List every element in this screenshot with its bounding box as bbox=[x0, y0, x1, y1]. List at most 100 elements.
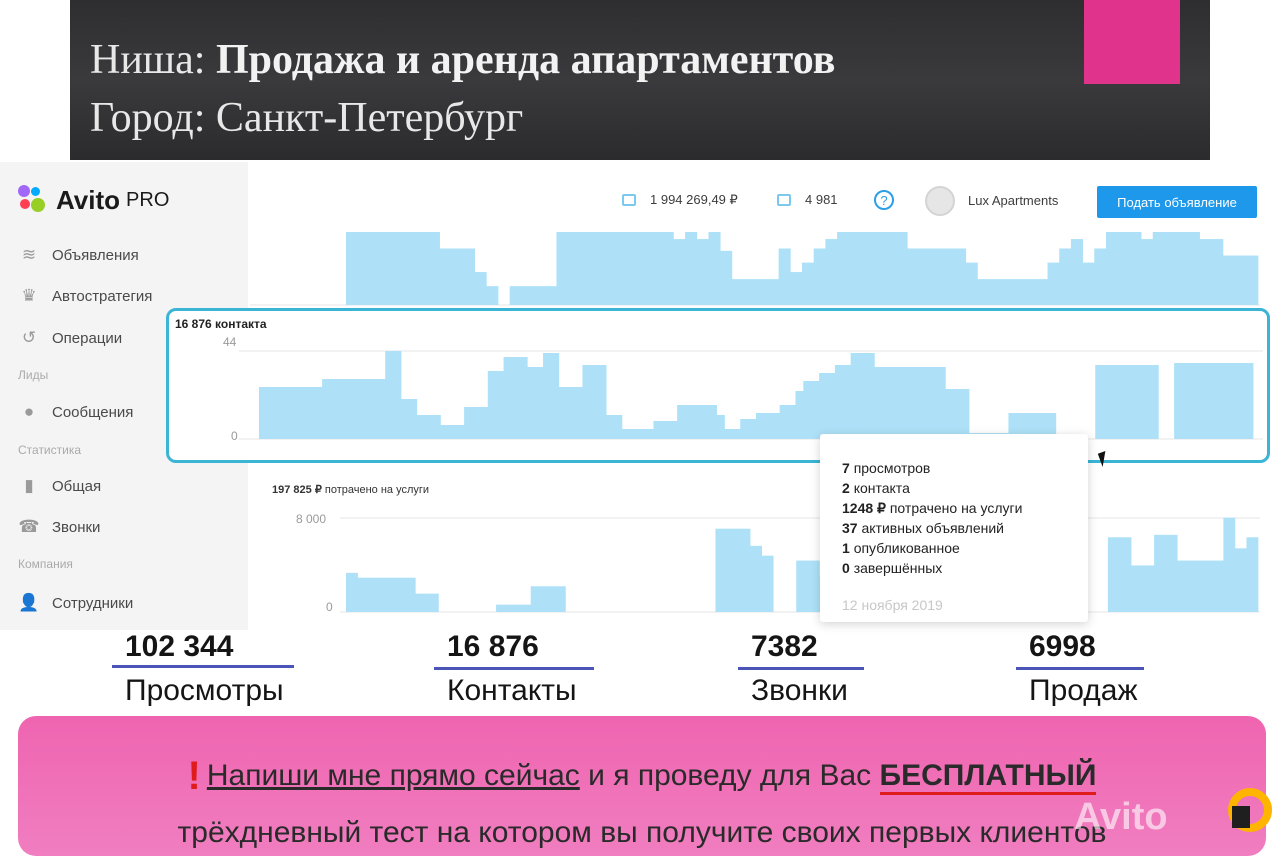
sidebar-item-general[interactable]: ▮ Общая bbox=[18, 473, 101, 499]
views-bar[interactable] bbox=[357, 232, 370, 305]
views-bar[interactable] bbox=[1094, 248, 1107, 305]
views-bar[interactable] bbox=[731, 279, 744, 305]
spend-bar[interactable] bbox=[750, 545, 762, 612]
contacts-bar[interactable] bbox=[266, 387, 276, 439]
views-bar[interactable] bbox=[755, 279, 768, 305]
views-bar[interactable] bbox=[848, 232, 861, 305]
contacts-bar[interactable] bbox=[377, 379, 386, 439]
contacts-bar[interactable] bbox=[472, 407, 481, 439]
contacts-bar[interactable] bbox=[637, 429, 646, 439]
contacts-bar[interactable] bbox=[811, 381, 820, 439]
contacts-bar[interactable] bbox=[479, 407, 489, 439]
contacts-bar[interactable] bbox=[621, 429, 631, 439]
views-bar[interactable] bbox=[813, 248, 826, 305]
views-bar[interactable] bbox=[895, 232, 908, 305]
views-bar[interactable] bbox=[1211, 239, 1224, 305]
spend-bar[interactable] bbox=[392, 577, 405, 612]
views-bar[interactable] bbox=[486, 286, 499, 305]
contacts-bar[interactable] bbox=[961, 389, 970, 439]
contacts-bar[interactable] bbox=[519, 357, 528, 439]
views-bar[interactable] bbox=[837, 232, 850, 305]
spend-bar[interactable] bbox=[726, 528, 739, 612]
spend-bar[interactable] bbox=[542, 586, 555, 612]
contacts-bar[interactable] bbox=[503, 357, 512, 439]
views-bar[interactable] bbox=[416, 232, 429, 305]
contacts-bar[interactable] bbox=[803, 381, 812, 439]
views-bar[interactable] bbox=[591, 232, 604, 305]
contacts-bar[interactable] bbox=[890, 367, 899, 439]
contacts-bar[interactable] bbox=[424, 415, 433, 439]
contacts-bar[interactable] bbox=[361, 379, 370, 439]
contacts-bar[interactable] bbox=[724, 429, 733, 439]
views-bar[interactable] bbox=[860, 232, 873, 305]
contacts-bar[interactable] bbox=[882, 367, 891, 439]
views-bar[interactable] bbox=[1059, 248, 1072, 305]
views-bar[interactable] bbox=[427, 232, 440, 305]
spend-bar[interactable] bbox=[796, 560, 809, 612]
spend-bar[interactable] bbox=[715, 528, 728, 612]
contacts-bar[interactable] bbox=[700, 405, 710, 439]
contacts-bar[interactable] bbox=[511, 357, 520, 439]
contacts-bar[interactable] bbox=[1040, 413, 1049, 439]
contacts-bar[interactable] bbox=[921, 367, 930, 439]
contacts-bar[interactable] bbox=[1024, 413, 1033, 439]
spend-bar[interactable] bbox=[1246, 537, 1259, 612]
views-bar[interactable] bbox=[930, 248, 943, 305]
contacts-bar[interactable] bbox=[259, 387, 268, 439]
views-bar[interactable] bbox=[1024, 279, 1037, 305]
spend-bar[interactable] bbox=[1154, 534, 1167, 612]
contacts-bar[interactable] bbox=[1095, 365, 1104, 439]
sidebar-item-operations[interactable]: ↺ Операции bbox=[18, 325, 122, 351]
contacts-bar[interactable] bbox=[771, 413, 781, 439]
views-bar[interactable] bbox=[1082, 262, 1095, 305]
views-bar[interactable] bbox=[883, 232, 896, 305]
spend-bar[interactable] bbox=[380, 577, 393, 612]
promo-link[interactable]: Напиши мне прямо сейчас bbox=[206, 759, 580, 792]
contacts-bar[interactable] bbox=[732, 429, 741, 439]
spend-bar[interactable] bbox=[738, 528, 751, 612]
views-bar[interactable] bbox=[369, 232, 382, 305]
views-bar[interactable] bbox=[661, 232, 674, 305]
views-bar[interactable] bbox=[766, 279, 780, 305]
contacts-bar[interactable] bbox=[369, 379, 378, 439]
contacts-bar[interactable] bbox=[819, 373, 828, 439]
spend-bar[interactable] bbox=[403, 577, 416, 612]
contacts-bar[interactable] bbox=[527, 367, 536, 439]
views-bar[interactable] bbox=[381, 232, 394, 305]
views-bar[interactable] bbox=[918, 248, 932, 305]
spend-bar[interactable] bbox=[507, 604, 520, 612]
views-bar[interactable] bbox=[965, 262, 978, 305]
contacts-bar[interactable] bbox=[1142, 365, 1151, 439]
contacts-bar[interactable] bbox=[677, 405, 686, 439]
views-bar[interactable] bbox=[579, 232, 592, 305]
views-bar[interactable] bbox=[626, 232, 639, 305]
avatar[interactable] bbox=[925, 186, 955, 216]
contacts-bar[interactable] bbox=[487, 371, 497, 439]
contacts-bar[interactable] bbox=[1118, 365, 1128, 439]
contacts-bar[interactable] bbox=[669, 421, 678, 439]
sidebar-item-ads[interactable]: ≋ Объявления bbox=[18, 242, 139, 268]
views-bar[interactable] bbox=[1070, 239, 1084, 305]
contacts-bar[interactable] bbox=[866, 353, 875, 439]
contacts-bar[interactable] bbox=[385, 351, 394, 439]
contacts-bar[interactable] bbox=[763, 413, 773, 439]
views-bar[interactable] bbox=[1035, 279, 1048, 305]
spend-bar[interactable] bbox=[761, 555, 774, 612]
contacts-bar[interactable] bbox=[787, 405, 796, 439]
spend-bar[interactable] bbox=[1211, 560, 1224, 612]
spend-bar[interactable] bbox=[519, 604, 532, 612]
contacts-bar[interactable] bbox=[692, 405, 702, 439]
contacts-bar[interactable] bbox=[393, 351, 402, 439]
contacts-bar[interactable] bbox=[290, 387, 299, 439]
contacts-bar[interactable] bbox=[937, 367, 946, 439]
contacts-bar[interactable] bbox=[858, 353, 867, 439]
views-bar[interactable] bbox=[439, 248, 452, 305]
contacts-bar[interactable] bbox=[274, 387, 284, 439]
contacts-bar[interactable] bbox=[464, 407, 473, 439]
contacts-bar[interactable] bbox=[929, 367, 938, 439]
contacts-bar[interactable] bbox=[850, 353, 859, 439]
contacts-bar[interactable] bbox=[1182, 363, 1191, 439]
contacts-bar[interactable] bbox=[566, 387, 575, 439]
spend-bar[interactable] bbox=[426, 593, 439, 613]
views-bar[interactable] bbox=[942, 248, 955, 305]
